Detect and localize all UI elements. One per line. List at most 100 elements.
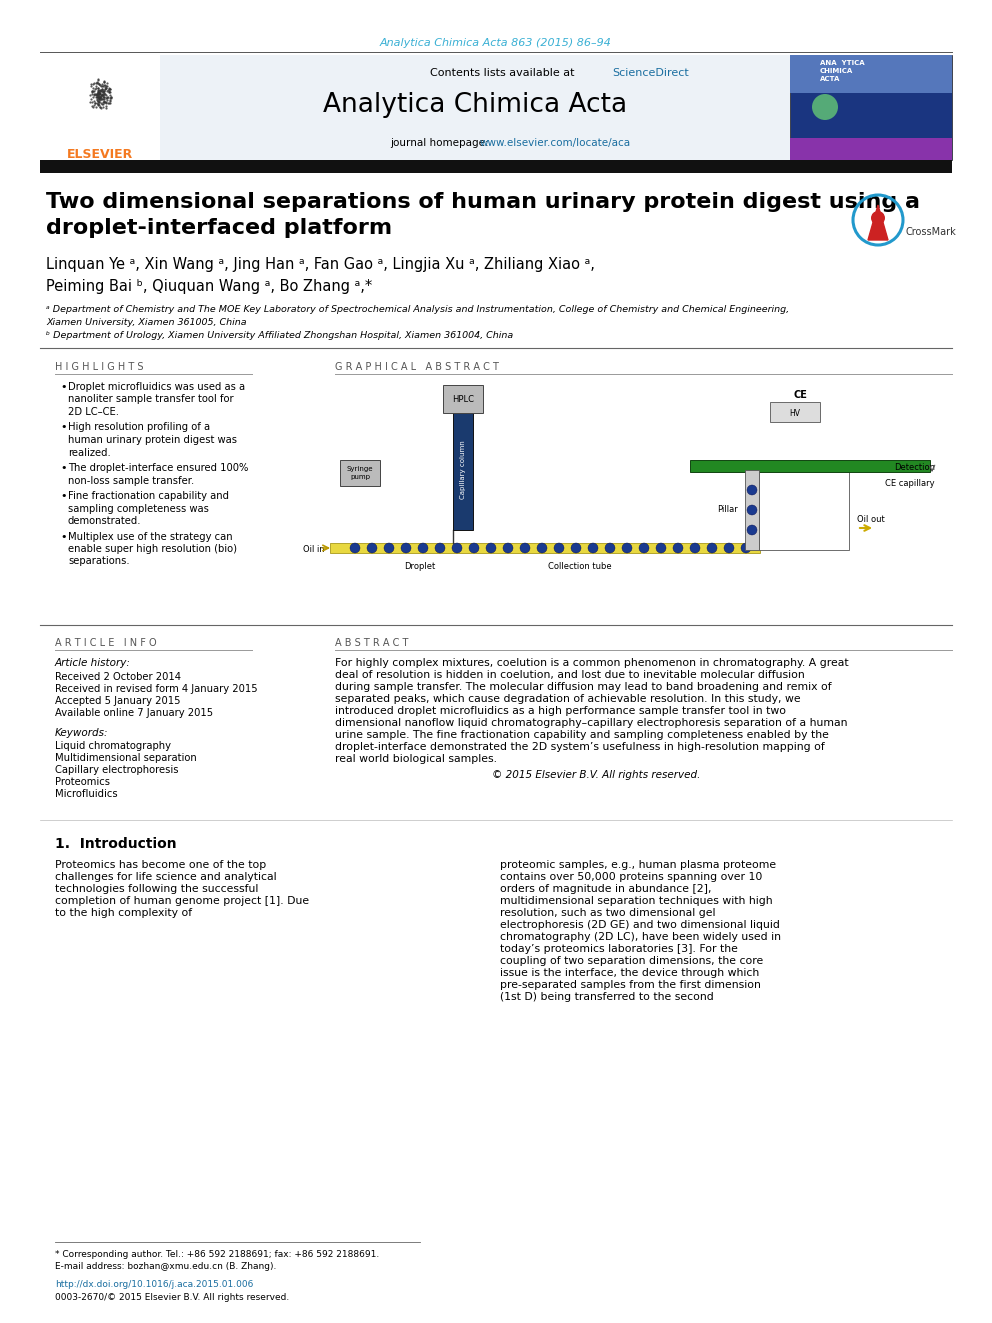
Circle shape: [747, 505, 757, 515]
Text: ANA  YTICA: ANA YTICA: [820, 60, 865, 66]
Text: real world biological samples.: real world biological samples.: [335, 754, 497, 763]
Text: Fine fractionation capability and: Fine fractionation capability and: [68, 491, 229, 501]
Polygon shape: [868, 205, 888, 239]
Text: Proteomics has become one of the top: Proteomics has become one of the top: [55, 860, 266, 871]
Text: issue is the interface, the device through which: issue is the interface, the device throu…: [500, 968, 759, 978]
Text: Droplet microfluidics was used as a: Droplet microfluidics was used as a: [68, 382, 245, 392]
Text: Oil in: Oil in: [304, 545, 325, 553]
Circle shape: [520, 542, 530, 553]
Text: •: •: [60, 491, 66, 501]
Text: ACTA: ACTA: [820, 75, 840, 82]
Bar: [340, 460, 380, 486]
Text: 1.  Introduction: 1. Introduction: [55, 837, 177, 851]
Circle shape: [747, 525, 757, 534]
Text: H I G H L I G H T S: H I G H L I G H T S: [55, 363, 144, 372]
Text: Proteomics: Proteomics: [55, 777, 110, 787]
Circle shape: [503, 542, 513, 553]
Bar: [40, 56, 160, 160]
Text: Contents lists available at: Contents lists available at: [430, 67, 574, 78]
Text: CE capillary: CE capillary: [886, 479, 935, 487]
Text: Collection tube: Collection tube: [549, 562, 612, 572]
Bar: [330, 542, 760, 553]
Text: chromatography (2D LC), have been widely used in: chromatography (2D LC), have been widely…: [500, 931, 781, 942]
Text: separations.: separations.: [68, 557, 130, 566]
Text: Liquid chromatography: Liquid chromatography: [55, 741, 171, 751]
Circle shape: [588, 542, 598, 553]
Circle shape: [554, 542, 564, 553]
Text: deal of resolution is hidden in coelution, and lost due to inevitable molecular : deal of resolution is hidden in coelutio…: [335, 669, 805, 680]
Circle shape: [486, 542, 496, 553]
Text: droplet-interfaced platform: droplet-interfaced platform: [46, 218, 392, 238]
Text: Received in revised form 4 January 2015: Received in revised form 4 January 2015: [55, 684, 258, 695]
Text: High resolution profiling of a: High resolution profiling of a: [68, 422, 210, 433]
Text: completion of human genome project [1]. Due: completion of human genome project [1]. …: [55, 896, 310, 906]
Text: dimensional nanoflow liquid chromatography–capillary electrophoresis separation : dimensional nanoflow liquid chromatograp…: [335, 718, 847, 728]
Circle shape: [435, 542, 445, 553]
Text: www.elsevier.com/locate/aca: www.elsevier.com/locate/aca: [480, 138, 631, 148]
Text: realized.: realized.: [68, 447, 111, 458]
Text: demonstrated.: demonstrated.: [68, 516, 142, 527]
Circle shape: [812, 94, 838, 120]
Text: urine sample. The fine fractionation capability and sampling completeness enable: urine sample. The fine fractionation cap…: [335, 730, 829, 740]
Bar: [790, 138, 952, 160]
Circle shape: [673, 542, 683, 553]
Circle shape: [690, 542, 700, 553]
Text: enable super high resolution (bio): enable super high resolution (bio): [68, 544, 237, 554]
Text: Linquan Ye ᵃ, Xin Wang ᵃ, Jing Han ᵃ, Fan Gao ᵃ, Lingjia Xu ᵃ, Zhiliang Xiao ᵃ,: Linquan Ye ᵃ, Xin Wang ᵃ, Jing Han ᵃ, Fa…: [46, 257, 595, 273]
Circle shape: [571, 542, 581, 553]
Text: today’s proteomics laboratories [3]. For the: today’s proteomics laboratories [3]. For…: [500, 945, 738, 954]
Text: human urinary protein digest was: human urinary protein digest was: [68, 435, 237, 445]
Text: Microfluidics: Microfluidics: [55, 789, 118, 799]
Circle shape: [469, 542, 479, 553]
Circle shape: [639, 542, 649, 553]
Text: Capillary electrophoresis: Capillary electrophoresis: [55, 765, 179, 775]
Text: Capillary column: Capillary column: [460, 441, 466, 499]
Text: Multiplex use of the strategy can: Multiplex use of the strategy can: [68, 532, 233, 541]
Circle shape: [452, 542, 462, 553]
Text: G R A P H I C A L   A B S T R A C T: G R A P H I C A L A B S T R A C T: [335, 363, 499, 372]
Bar: [443, 385, 483, 413]
Circle shape: [707, 542, 717, 553]
Bar: [790, 56, 952, 93]
Text: Accepted 5 January 2015: Accepted 5 January 2015: [55, 696, 181, 706]
Circle shape: [350, 542, 360, 553]
Text: Syringe
pump: Syringe pump: [347, 467, 373, 479]
Text: * Corresponding author. Tel.: +86 592 2188691; fax: +86 592 2188691.: * Corresponding author. Tel.: +86 592 21…: [55, 1250, 379, 1259]
Text: CE: CE: [793, 390, 806, 400]
Bar: [40, 160, 952, 173]
Text: Available online 7 January 2015: Available online 7 January 2015: [55, 708, 213, 718]
Text: Pillar: Pillar: [717, 505, 738, 515]
Text: journal homepage:: journal homepage:: [390, 138, 489, 148]
Text: technologies following the successful: technologies following the successful: [55, 884, 258, 894]
Bar: [690, 460, 930, 472]
Bar: [453, 410, 473, 531]
Text: coupling of two separation dimensions, the core: coupling of two separation dimensions, t…: [500, 957, 763, 966]
Text: Detection: Detection: [894, 463, 935, 471]
Text: non-loss sample transfer.: non-loss sample transfer.: [68, 475, 194, 486]
Text: Keywords:: Keywords:: [55, 728, 108, 738]
Text: The droplet-interface ensured 100%: The droplet-interface ensured 100%: [68, 463, 248, 474]
Text: Droplet: Droplet: [405, 562, 435, 572]
Circle shape: [401, 542, 411, 553]
Bar: [745, 470, 759, 550]
Text: ELSEVIER: ELSEVIER: [66, 148, 133, 161]
Text: proteomic samples, e.g., human plasma proteome: proteomic samples, e.g., human plasma pr…: [500, 860, 776, 871]
Text: separated peaks, which cause degradation of achievable resolution. In this study: separated peaks, which cause degradation…: [335, 695, 801, 704]
Circle shape: [656, 542, 666, 553]
Text: ᵃ Department of Chemistry and The MOE Key Laboratory of Spectrochemical Analysis: ᵃ Department of Chemistry and The MOE Ke…: [46, 306, 789, 314]
Text: E-mail address: bozhan@xmu.edu.cn (B. Zhang).: E-mail address: bozhan@xmu.edu.cn (B. Zh…: [55, 1262, 277, 1271]
Text: orders of magnitude in abundance [2],: orders of magnitude in abundance [2],: [500, 884, 711, 894]
Text: http://dx.doi.org/10.1016/j.aca.2015.01.006: http://dx.doi.org/10.1016/j.aca.2015.01.…: [55, 1279, 253, 1289]
Text: during sample transfer. The molecular diffusion may lead to band broadening and : during sample transfer. The molecular di…: [335, 681, 831, 692]
Text: •: •: [60, 422, 66, 433]
Text: pre-separated samples from the first dimension: pre-separated samples from the first dim…: [500, 980, 761, 990]
Text: to the high complexity of: to the high complexity of: [55, 908, 192, 918]
Text: •: •: [60, 532, 66, 541]
Text: contains over 50,000 proteins spanning over 10: contains over 50,000 proteins spanning o…: [500, 872, 763, 882]
Text: (1st D) being transferred to the second: (1st D) being transferred to the second: [500, 992, 714, 1002]
Circle shape: [747, 486, 757, 495]
Text: 2D LC–CE.: 2D LC–CE.: [68, 407, 119, 417]
Circle shape: [605, 542, 615, 553]
Circle shape: [537, 542, 547, 553]
Circle shape: [871, 210, 885, 225]
